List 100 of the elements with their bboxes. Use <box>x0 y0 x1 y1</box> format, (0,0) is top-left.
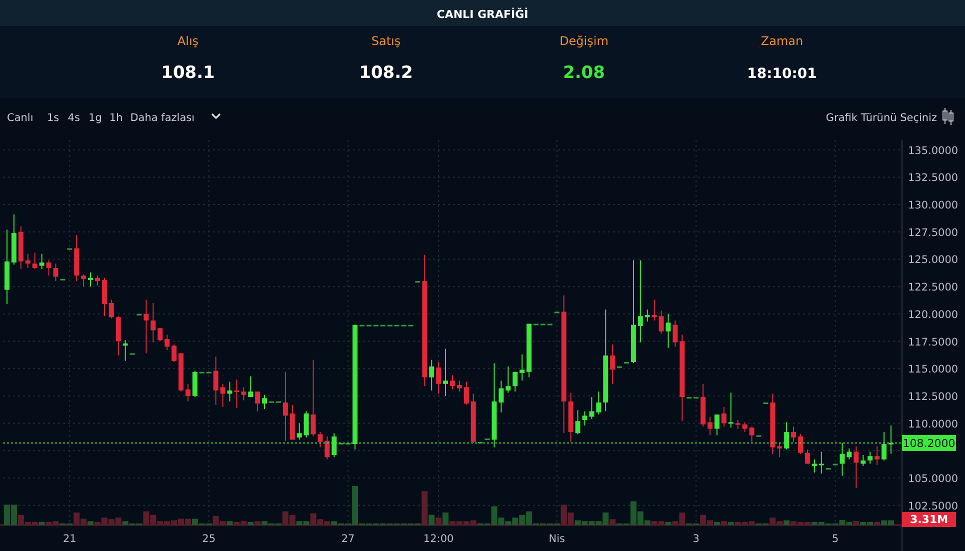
category-label: Zaman <box>760 34 804 48</box>
candlestick <box>464 381 469 406</box>
candlestick <box>658 310 664 334</box>
bar <box>714 522 720 525</box>
x-tick-label: 25 <box>202 533 216 545</box>
candlestick <box>108 299 114 319</box>
bar <box>38 522 45 525</box>
bar <box>422 491 428 525</box>
candlestick <box>234 379 240 408</box>
candlestick <box>122 340 128 362</box>
bar <box>728 522 734 525</box>
candlestick <box>144 299 149 354</box>
x-tick-label: 5 <box>832 533 839 545</box>
text: 108.1 <box>161 63 215 83</box>
category-label: Satış <box>371 34 401 48</box>
candlestick <box>81 274 86 288</box>
text: 108.2 <box>359 63 413 83</box>
candlestick <box>512 371 518 392</box>
candlestick <box>443 348 448 396</box>
text: 4s <box>68 112 80 124</box>
category-label: Alış <box>177 34 199 48</box>
candlestick <box>589 396 594 420</box>
candlestick <box>158 328 163 342</box>
candlestick <box>506 366 511 394</box>
bar <box>254 521 261 525</box>
candlestick <box>714 414 720 436</box>
candlestick <box>721 406 726 428</box>
candlestick <box>798 434 804 454</box>
candlestick <box>318 432 323 448</box>
text: 3.31M <box>910 513 948 526</box>
candlestick <box>25 253 30 268</box>
y-tick-label: 102.5000 <box>908 500 958 512</box>
candlestick <box>666 313 671 348</box>
candlestick <box>582 410 588 426</box>
text: 1h <box>109 112 123 124</box>
candlestick <box>708 416 713 436</box>
text: Grafik Türünü Seçiniz <box>826 112 938 124</box>
x-tick-label: 21 <box>62 533 76 545</box>
candlestick <box>728 392 734 428</box>
candlestick <box>742 422 748 433</box>
candlestick <box>310 359 316 437</box>
candlestick <box>248 376 254 398</box>
x-tick-label: 12:00 <box>423 533 454 545</box>
candlestick <box>436 362 442 394</box>
candlestick <box>296 422 302 440</box>
candlestick <box>150 302 156 343</box>
y-tick-label: 120.0000 <box>908 308 958 321</box>
bar <box>610 519 616 525</box>
candlestick <box>777 442 782 458</box>
candlestick <box>88 272 94 288</box>
y-tick-label: 125.0000 <box>908 254 958 266</box>
ref-line-label: 108.2000 <box>902 436 956 450</box>
candlestick <box>812 458 817 473</box>
text: 1s <box>47 112 60 124</box>
candlestick <box>818 451 824 474</box>
candlestick <box>304 410 309 438</box>
candlestick <box>185 383 190 402</box>
candlestick <box>220 383 226 408</box>
y-tick-label: 130.0000 <box>908 200 958 212</box>
candlestick <box>874 446 880 466</box>
x-tick-label: 3 <box>692 533 700 545</box>
candlestick <box>644 309 650 322</box>
candlestick <box>860 454 866 466</box>
candlestick <box>53 263 58 282</box>
bar <box>442 512 449 525</box>
candlestick <box>262 394 268 410</box>
bar <box>428 514 435 525</box>
text: 2.08 <box>563 63 605 83</box>
text: 1g <box>88 112 102 124</box>
y-tick-label: 105.0000 <box>908 472 958 485</box>
candlestick <box>241 386 246 401</box>
category-label: Değişim <box>560 34 608 48</box>
candlestick <box>520 354 525 382</box>
candlestick <box>868 451 873 464</box>
text: 18:10:01 <box>747 66 817 82</box>
bar <box>88 521 94 525</box>
candlestick <box>324 436 330 460</box>
y-tick-label: 135.0000 <box>908 144 958 157</box>
x-tick-label: Nis <box>548 533 566 545</box>
candlestick <box>94 275 100 286</box>
candlestick <box>282 371 288 442</box>
bar <box>226 521 233 525</box>
candlestick <box>450 374 455 390</box>
y-tick-label: 122.5000 <box>908 282 958 294</box>
candlestick <box>575 410 580 435</box>
bar <box>720 521 727 525</box>
text: Canlı <box>7 112 34 124</box>
y-tick-label: 110.0000 <box>908 418 958 430</box>
candlestick <box>172 344 177 363</box>
bar <box>874 522 880 525</box>
bar <box>853 521 860 525</box>
candlestick <box>804 449 810 464</box>
bar <box>784 520 790 525</box>
y-tick-label: 117.5000 <box>908 336 958 348</box>
candlestick <box>610 344 616 384</box>
candlestick <box>652 299 657 321</box>
candlestick <box>227 381 232 402</box>
candlestick <box>255 391 260 412</box>
candlestick <box>638 260 643 343</box>
candlestick <box>749 426 754 442</box>
